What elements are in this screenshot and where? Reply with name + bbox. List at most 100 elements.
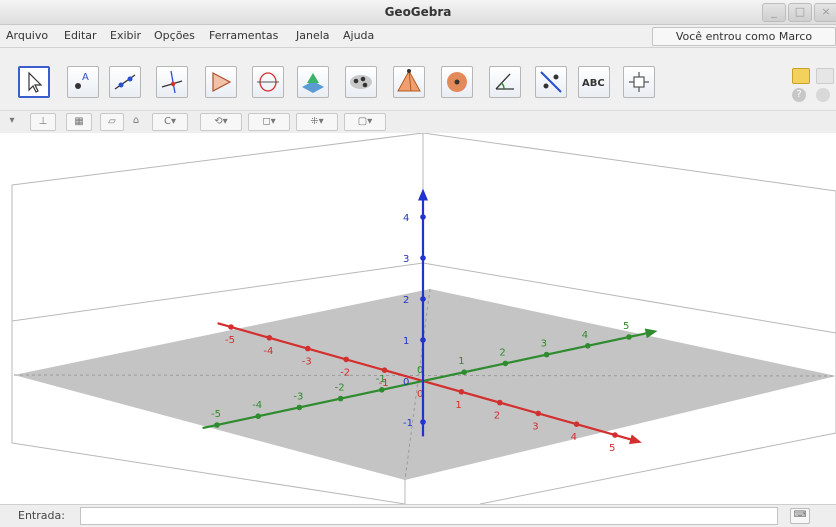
home-view-icon[interactable]: ⌂ — [132, 115, 140, 126]
axis-x-tick-label: -5 — [225, 335, 235, 346]
axis-y-tick-label: 1 — [458, 356, 464, 367]
polygon-tool-icon — [212, 72, 232, 92]
menu-editar[interactable]: Editar — [64, 29, 97, 42]
axis-y-tick — [543, 351, 550, 358]
axis-y-tick — [461, 369, 468, 375]
axis-y-tick — [214, 422, 220, 428]
y-axis: -5 -4 -3 -2 -1 0 1 2 3 4 5 — [202, 321, 658, 430]
plane-dashed-line — [13, 374, 836, 377]
sphere-tool-icon — [447, 72, 467, 92]
window-title: GeoGebra — [384, 5, 452, 19]
axis-x-tick-label: 3 — [532, 421, 538, 432]
axis-x-tick-label: -3 — [302, 357, 312, 368]
minimize-button[interactable]: _ — [762, 3, 786, 22]
menu-exibir[interactable]: Exibir — [110, 29, 142, 42]
axis-x-tick — [381, 367, 388, 373]
plane-toggle-button[interactable]: ▱ — [100, 113, 124, 131]
menu-opcoes[interactable]: Opções — [154, 29, 195, 42]
menu-arquivo[interactable]: Arquivo — [6, 29, 49, 42]
axis-x-tick — [343, 356, 350, 363]
axis-z-tick-label: -1 — [403, 418, 413, 429]
angle-tool-icon — [495, 73, 514, 90]
text-tool-button[interactable]: ABC — [578, 66, 610, 98]
input-label: Entrada: — [18, 509, 65, 522]
circle-axis-tool-button[interactable] — [252, 66, 284, 98]
axis-y-tick-label: 2 — [499, 347, 505, 358]
help-button[interactable]: ? — [792, 88, 806, 102]
axis-y-tick-label: -5 — [211, 409, 221, 420]
angle-tool-button[interactable] — [489, 66, 521, 98]
pyramid-tool-icon — [397, 69, 421, 92]
axis-x-tick — [458, 389, 465, 395]
undo-button[interactable] — [792, 68, 810, 84]
settings-gear-icon[interactable] — [816, 88, 830, 102]
axis-x-tick-label: -1 — [379, 378, 389, 389]
polygon-tool-button[interactable] — [205, 66, 237, 98]
axis-x-tick — [612, 432, 618, 438]
plane-tool-icon — [302, 73, 324, 93]
axis-z-tick — [420, 255, 426, 261]
axis-x-tick — [497, 399, 503, 406]
redo-button[interactable] — [816, 68, 834, 84]
reflect-tool-button[interactable] — [535, 66, 567, 98]
intersect-tool-icon — [350, 75, 372, 89]
bounding-box-line — [11, 133, 424, 186]
axis-y-tick-label: 3 — [541, 339, 547, 350]
plane-tool-button[interactable] — [297, 66, 329, 98]
axis-z-tick-label: 3 — [403, 254, 409, 265]
axis-x-arrow — [628, 434, 642, 445]
title-bar: GeoGebra _ □ × — [0, 0, 836, 25]
menu-ajuda[interactable]: Ajuda — [343, 29, 375, 42]
line-tool-button[interactable] — [109, 66, 141, 98]
axis-x-tick — [228, 324, 234, 330]
axis-y-tick — [337, 395, 344, 402]
login-status-button[interactable]: Você entrou como Marco — [652, 27, 836, 46]
input-bar: Entrada: ⌨ — [0, 504, 836, 527]
point-capture-dropdown[interactable]: ⁜▾ — [296, 113, 338, 131]
clipping-dropdown[interactable]: ◻▾ — [248, 113, 290, 131]
input-field[interactable] — [80, 507, 778, 525]
axis-x-tick — [266, 335, 273, 341]
axis-y-tick — [379, 387, 385, 393]
maximize-button[interactable]: □ — [788, 3, 812, 22]
bounding-box-line — [422, 133, 836, 192]
intersect-tool-button[interactable] — [345, 66, 377, 98]
axis-x-tick-label: 5 — [609, 443, 615, 454]
axis-y-tick-label: -3 — [293, 391, 303, 402]
stylebar-toggle-icon[interactable]: ▾ — [9, 115, 15, 126]
menu-ferramentas[interactable]: Ferramentas — [209, 29, 279, 42]
move-tool-button[interactable] — [18, 66, 50, 98]
close-button[interactable]: × — [814, 3, 836, 22]
axis-x-tick — [573, 421, 580, 428]
rotate-view-tool-button[interactable] — [623, 66, 655, 98]
perpendicular-tool-button[interactable] — [156, 66, 188, 98]
sphere-tool-button[interactable] — [441, 66, 473, 98]
axes-toggle-button[interactable]: ⊥ — [30, 113, 56, 131]
axis-z-tick-label: 1 — [403, 336, 409, 347]
axis-z-tick-label: 2 — [403, 295, 409, 306]
axis-x-tick — [305, 345, 311, 352]
keyboard-icon[interactable]: ⌨ — [790, 508, 810, 524]
pyramid-tool-button[interactable] — [393, 66, 425, 98]
axis-y-tick — [585, 343, 591, 349]
projection-dropdown[interactable]: ▢▾ — [344, 113, 386, 131]
xy-plane — [14, 289, 836, 480]
rotate-view-dropdown[interactable]: C▾ — [152, 113, 188, 131]
bounding-box-line — [11, 262, 424, 322]
x-axis: -5 -4 -3 -2 -1 0 1 2 3 4 5 — [217, 322, 642, 454]
view-direction-dropdown[interactable]: ⟲▾ — [200, 113, 242, 131]
graphics-view-3d[interactable]: -5 -4 -3 -2 -1 0 1 2 3 4 5 -5 -4 -3 -2 -1 0 1 2 3 4 5 -1 0 1 2 3… — [0, 133, 836, 504]
rotate-view-tool-icon — [629, 72, 649, 92]
3d-scene: -5 -4 -3 -2 -1 0 1 2 3 4 5 -5 -4 -3 -2 -1 0 1 2 3 4 5 -1 0 1 2 3… — [11, 133, 836, 504]
bounding-box-line — [479, 432, 836, 504]
menu-janela[interactable]: Janela — [296, 29, 330, 42]
axis-y-tick — [296, 404, 303, 411]
axis-y-tick-label: 4 — [582, 330, 588, 341]
reflect-tool-icon — [540, 71, 562, 93]
axis-x-tick-label: 0 — [417, 389, 423, 400]
axis-y-tick-label: 5 — [623, 321, 629, 332]
axis-y-tick — [502, 360, 509, 367]
style-bar: ▾ ⊥ ▦ ▱ ⌂ C▾ ⟲▾ ◻▾ ⁜▾ ▢▾ — [0, 110, 836, 134]
point-tool-button[interactable]: A — [67, 66, 99, 98]
grid-toggle-button[interactable]: ▦ — [66, 113, 92, 131]
